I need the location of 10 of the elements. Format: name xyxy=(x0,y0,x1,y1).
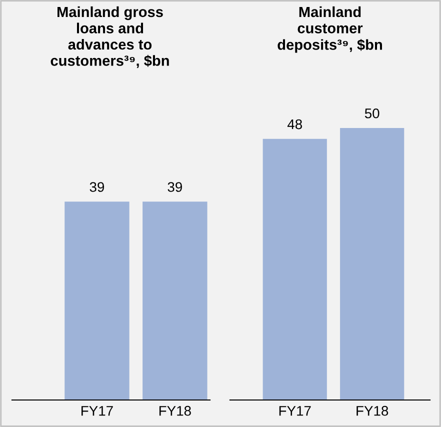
data-label: 50 xyxy=(364,108,380,118)
x-tick-label: FY18 xyxy=(159,406,191,416)
chart-title: Mainland customer deposits³⁹, $bn xyxy=(278,6,382,53)
data-label: 48 xyxy=(287,119,302,130)
chart-title: Mainland gross loans and advances to customers³⁹, $bn xyxy=(50,6,169,68)
x-tick-label: FY17 xyxy=(279,406,311,416)
data-label: 39 xyxy=(168,182,182,192)
x-tick-label: FY17 xyxy=(82,406,113,416)
data-label: 39 xyxy=(90,182,104,192)
x-tick-label: FY18 xyxy=(356,406,388,416)
